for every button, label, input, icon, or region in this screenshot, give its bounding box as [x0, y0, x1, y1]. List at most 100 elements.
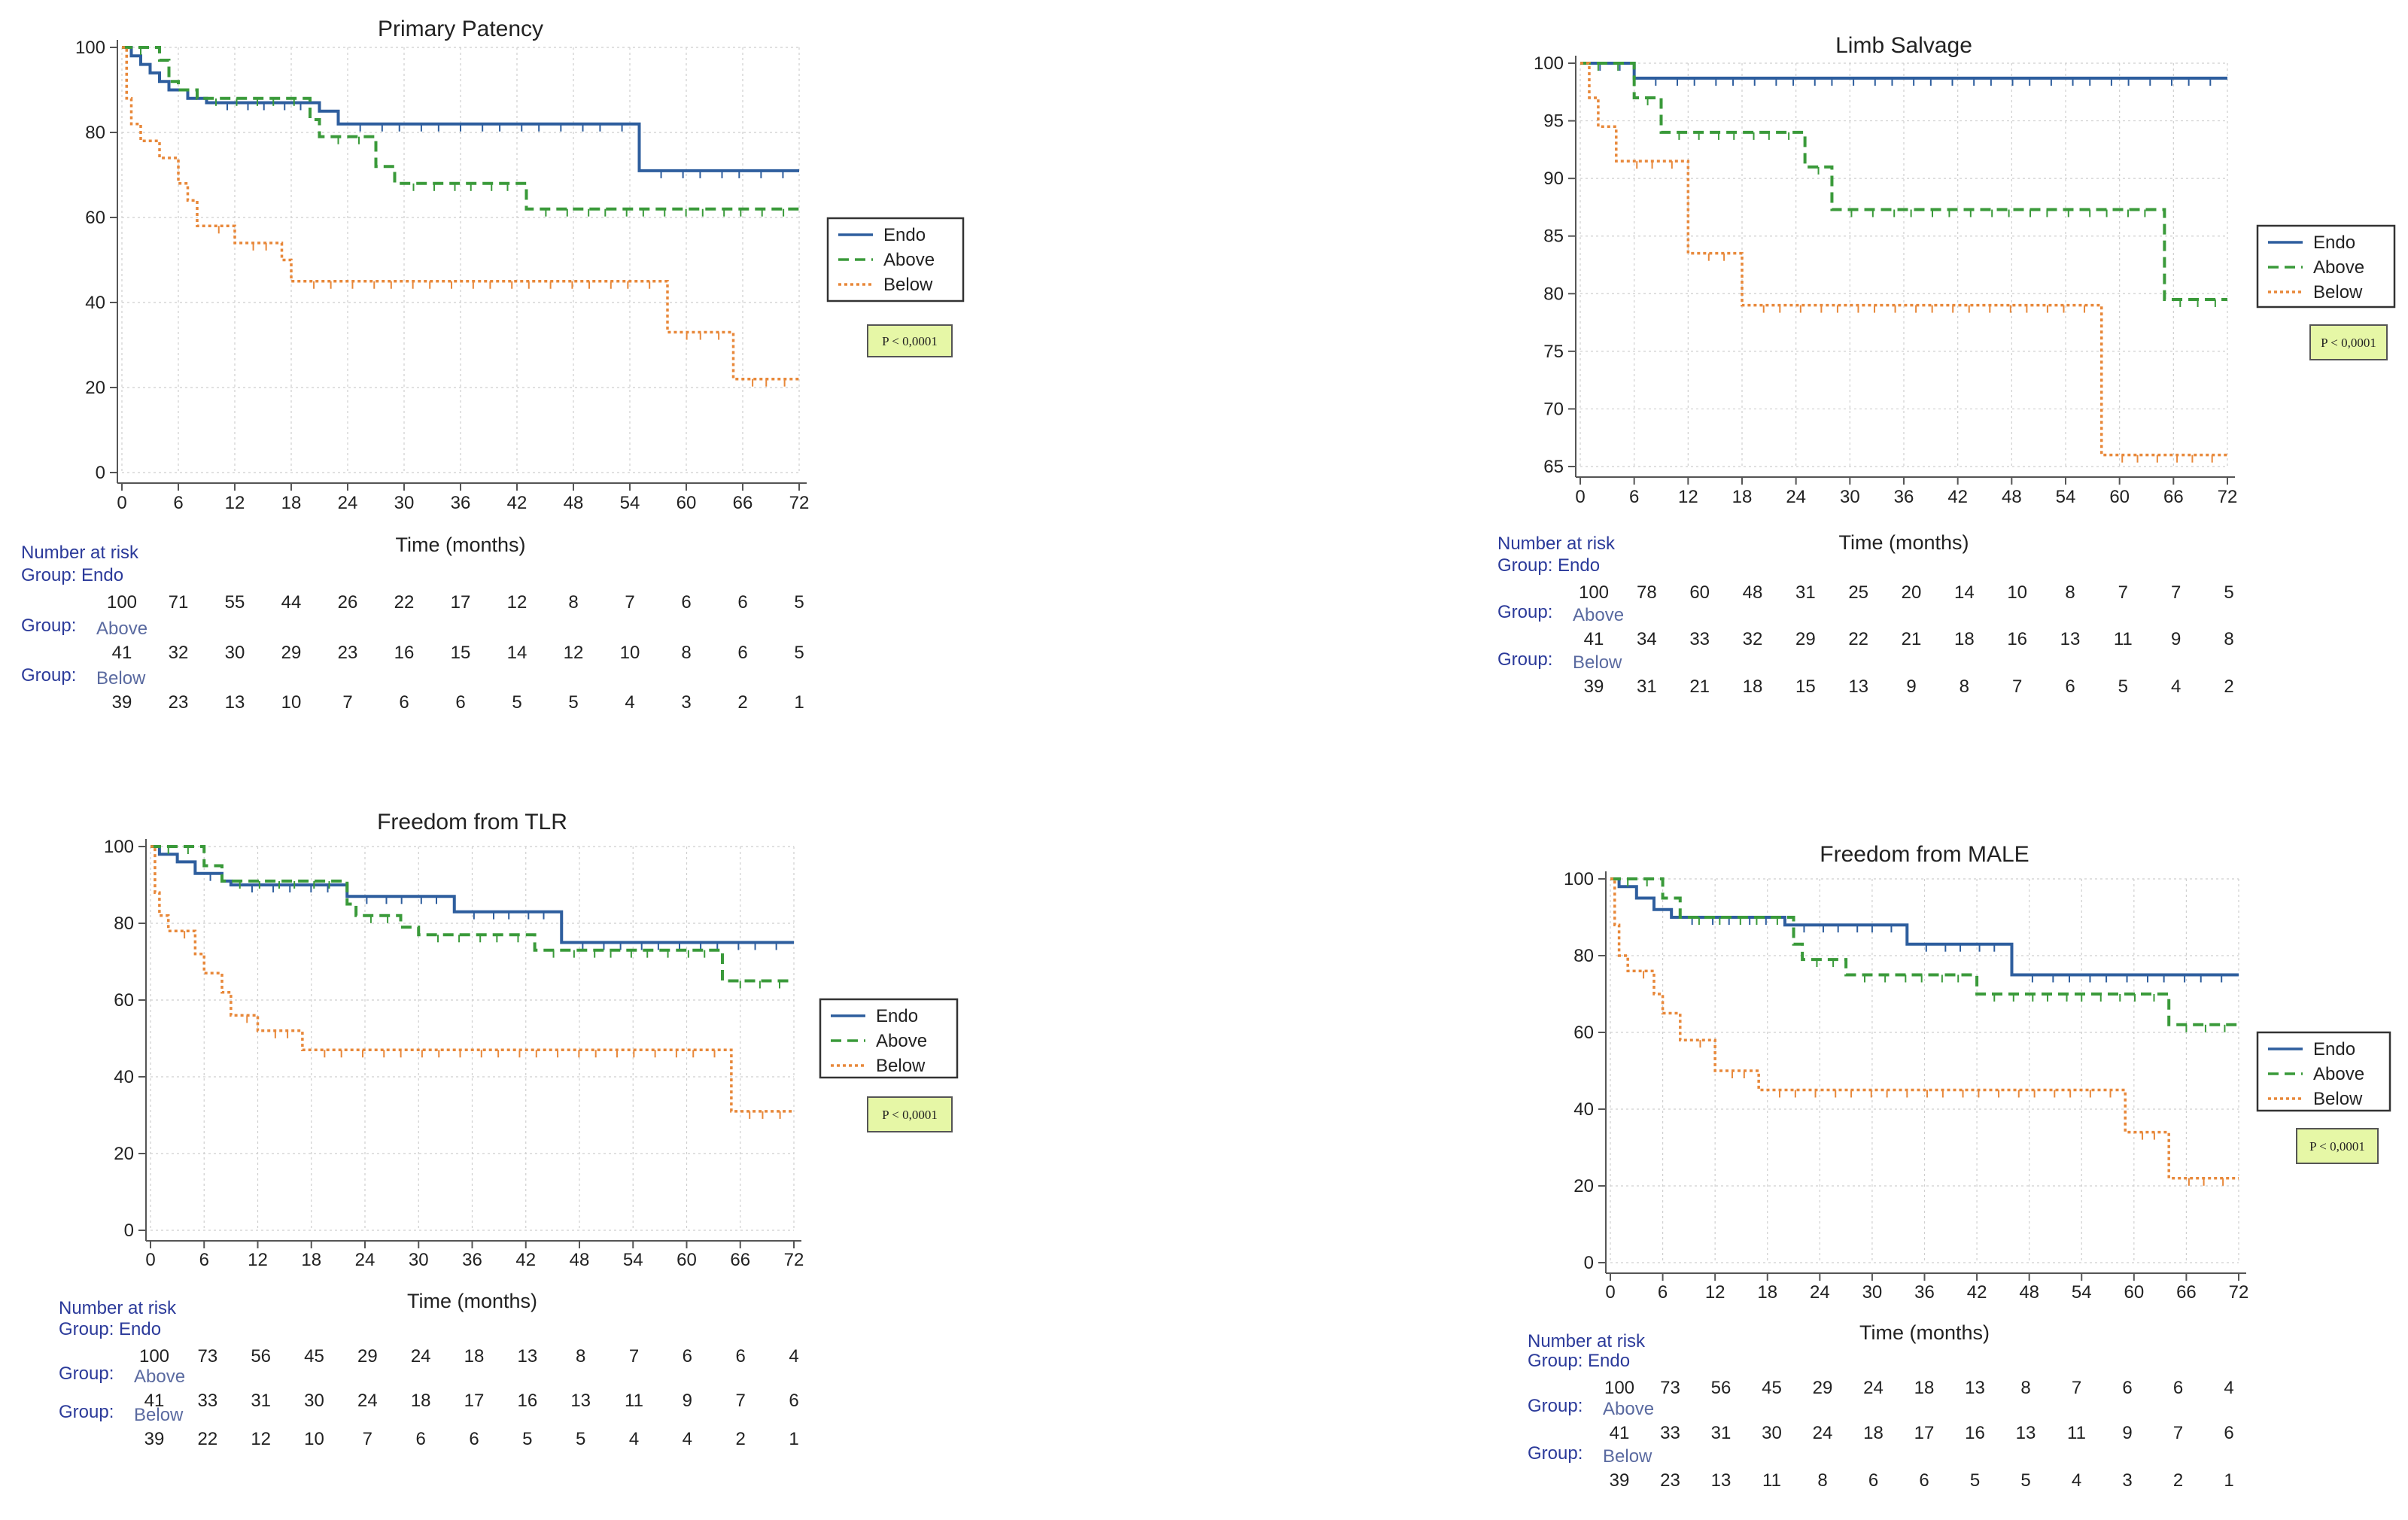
x-tick-label: 42 [507, 493, 528, 513]
x-tick-label: 6 [1658, 1282, 1668, 1303]
x-tick-label: 60 [2124, 1282, 2144, 1303]
x-tick-label: 72 [784, 1250, 804, 1270]
risk-count: 6 [789, 1391, 798, 1411]
risk-count: 6 [399, 692, 409, 713]
x-tick-label: 48 [564, 493, 584, 513]
chart-title: Primary Patency [378, 17, 543, 41]
risk-count: 4 [2171, 676, 2181, 697]
risk-count: 13 [1711, 1470, 1732, 1491]
x-tick-label: 54 [623, 1250, 643, 1270]
km-chart-svg: 0 6 12 18 24 30 36 42 48 54 60 66 72020406080100Free… [59, 810, 959, 1449]
risk-count: 78 [1637, 582, 1657, 603]
legend-box [2256, 224, 2396, 309]
risk-count: 13 [517, 1346, 537, 1366]
risk-count: 4 [629, 1429, 639, 1449]
risk-count: 23 [1660, 1470, 1680, 1491]
x-tick-label: 48 [570, 1250, 590, 1270]
risk-count: 7 [629, 1346, 639, 1366]
risk-count: 7 [2173, 1423, 2183, 1443]
km-curve-above [122, 46, 799, 211]
legend-label-endo: Endo [883, 225, 926, 245]
risk-count: 5 [512, 692, 521, 713]
risk-count: 29 [357, 1346, 378, 1366]
risk-count: 22 [197, 1429, 217, 1449]
risk-count: 7 [2072, 1378, 2081, 1398]
x-tick-label: 30 [1862, 1282, 1883, 1303]
risk-count: 8 [568, 592, 578, 613]
x-tick-label: 18 [301, 1250, 321, 1270]
y-tick-label: 70 [1543, 399, 1564, 419]
risk-count: 8 [681, 643, 691, 663]
risk-count: 33 [1660, 1423, 1680, 1443]
y-tick-label: 20 [85, 378, 105, 398]
x-tick-label: 36 [1914, 1282, 1935, 1303]
x-tick-label: 0 [1605, 1282, 1615, 1303]
risk-group-header-endo: Group: Endo [21, 565, 123, 585]
risk-count: 31 [1795, 582, 1816, 603]
chart-title: Freedom from TLR [377, 810, 567, 834]
risk-count: 31 [1637, 676, 1657, 697]
risk-count: 18 [1954, 629, 1975, 649]
x-tick-label: 72 [789, 493, 810, 513]
x-tick-label: 6 [173, 493, 183, 513]
x-tick-label: 60 [676, 1250, 697, 1270]
risk-count: 18 [1914, 1378, 1935, 1398]
risk-group-name-below: Below [134, 1405, 184, 1425]
risk-count: 29 [281, 643, 302, 663]
y-tick-label: 80 [1543, 284, 1564, 304]
risk-count: 8 [2020, 1378, 2030, 1398]
y-tick-label: 100 [75, 38, 105, 58]
km-curve-above [1580, 62, 2227, 301]
number-at-risk-label: Number at risk [1497, 534, 1616, 554]
risk-count: 30 [1762, 1423, 1782, 1443]
risk-count: 7 [625, 592, 634, 613]
risk-count: 7 [2012, 676, 2022, 697]
risk-count: 33 [197, 1391, 217, 1411]
risk-count: 11 [1762, 1470, 1781, 1491]
risk-group-prefix-above: Group: [59, 1363, 114, 1384]
risk-count: 24 [1813, 1423, 1833, 1443]
p-value-label: P < 0,0001 [882, 334, 938, 348]
y-tick-label: 95 [1543, 111, 1564, 132]
km-curve-endo [1610, 877, 2239, 977]
x-tick-label: 0 [117, 493, 126, 513]
risk-count: 6 [415, 1429, 425, 1449]
risk-count: 30 [304, 1391, 324, 1411]
risk-count: 45 [1762, 1378, 1782, 1398]
x-tick-label: 30 [1840, 487, 1860, 507]
x-tick-label: 72 [2218, 487, 2238, 507]
risk-count: 5 [2118, 676, 2128, 697]
p-value-box [867, 324, 953, 357]
y-tick-label: 60 [114, 990, 134, 1011]
risk-count: 32 [169, 643, 189, 663]
risk-count: 24 [357, 1391, 378, 1411]
risk-count: 8 [576, 1346, 585, 1366]
risk-count: 24 [411, 1346, 431, 1366]
risk-count: 6 [681, 592, 691, 613]
x-tick-label: 12 [248, 1250, 268, 1270]
risk-count: 6 [2065, 676, 2075, 697]
risk-count: 16 [394, 643, 415, 663]
y-tick-label: 40 [114, 1067, 134, 1087]
risk-group-prefix-below: Group: [21, 665, 76, 686]
risk-group-name-above: Above [1603, 1399, 1654, 1419]
p-value-box [2296, 1128, 2379, 1164]
x-tick-label: 0 [145, 1250, 155, 1270]
risk-count: 5 [1970, 1470, 1980, 1491]
x-tick-label: 30 [409, 1250, 429, 1270]
y-tick-label: 0 [124, 1221, 134, 1241]
risk-count: 9 [2122, 1423, 2132, 1443]
risk-count: 2 [737, 692, 747, 713]
y-tick-label: 20 [1573, 1176, 1594, 1196]
risk-group-prefix-below: Group: [1497, 649, 1552, 670]
p-value-box [867, 1096, 953, 1132]
risk-count: 17 [451, 592, 471, 613]
risk-count: 4 [683, 1429, 692, 1449]
km-curve-endo [122, 46, 799, 172]
x-tick-label: 60 [676, 493, 697, 513]
risk-count: 31 [1711, 1423, 1732, 1443]
legend-label-below: Below [2313, 282, 2363, 302]
risk-count: 14 [1954, 582, 1975, 603]
risk-count: 6 [1919, 1470, 1929, 1491]
risk-count: 5 [2020, 1470, 2030, 1491]
